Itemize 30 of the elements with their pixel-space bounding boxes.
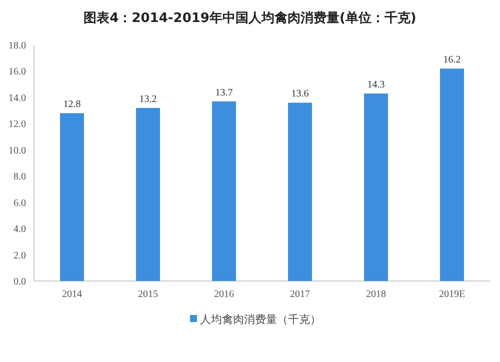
- x-tick-label: 2015: [138, 289, 158, 300]
- data-label: 12.8: [63, 99, 81, 110]
- y-tick-label: 12.0: [8, 119, 26, 130]
- data-label: 16.2: [443, 54, 461, 66]
- data-label: 13.6: [291, 88, 309, 100]
- y-tick-label: 2.0: [14, 250, 26, 262]
- y-tick-label: 4.0: [14, 224, 26, 236]
- y-tick-label: 0.0: [14, 276, 26, 288]
- x-tick-label: 2014: [62, 289, 82, 300]
- bar: [60, 113, 84, 281]
- chart-title: 图表4：2014-2019年中国人均禽肉消费量(单位：千克): [84, 10, 416, 26]
- y-tick-label: 14.0: [8, 92, 26, 104]
- x-tick-label: 2019E: [438, 289, 466, 300]
- x-tick-label: 2017: [290, 289, 310, 300]
- bar: [440, 68, 464, 281]
- bar: [136, 108, 160, 281]
- y-tick-label: 10.0: [8, 145, 26, 156]
- y-tick-label: 18.0: [8, 40, 26, 52]
- bar: [212, 101, 236, 281]
- y-tick-label: 6.0: [14, 198, 26, 209]
- data-label: 13.2: [139, 94, 157, 105]
- bar: [364, 94, 388, 281]
- y-tick-label: 16.0: [8, 66, 26, 78]
- data-label: 14.3: [367, 80, 385, 91]
- legend-label: 人均禽肉消费量（千克）: [200, 312, 321, 326]
- y-tick-label: 8.0: [14, 172, 26, 183]
- bar: [288, 102, 312, 281]
- x-tick-label: 2016: [214, 289, 234, 300]
- data-label: 13.7: [215, 87, 233, 98]
- x-tick-label: 2018: [366, 289, 386, 300]
